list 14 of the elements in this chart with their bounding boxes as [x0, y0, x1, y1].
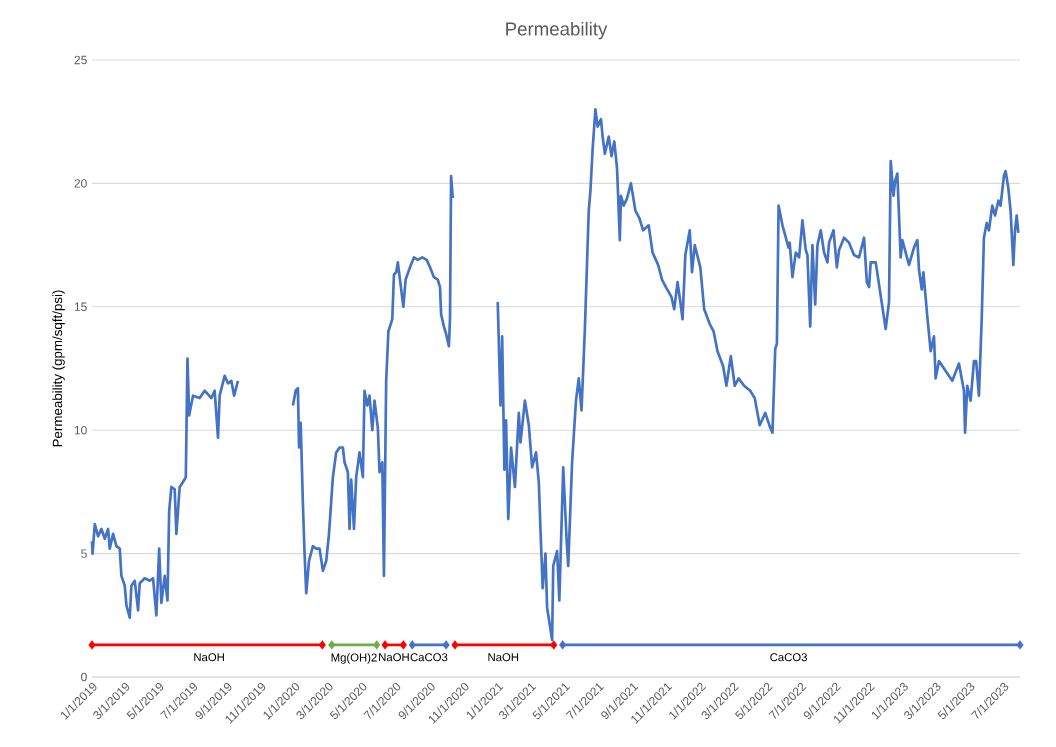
- y-axis-title: Permeability (gpm/sqft/psi): [52, 290, 65, 447]
- annotation: CaCO3: [410, 653, 448, 662]
- annotation: NaOH: [379, 653, 409, 662]
- annotation: Mg(OH)2: [331, 653, 377, 664]
- y-tick-label: 15: [74, 302, 87, 311]
- annotation: CaCO3: [770, 653, 807, 662]
- y-tick-label: 25: [74, 55, 87, 65]
- annotation: NaOH: [488, 653, 519, 662]
- chart-title: Permeability: [506, 21, 608, 40]
- y-tick-label: 5: [81, 549, 87, 558]
- y-tick-label: 10: [74, 425, 87, 435]
- y-tick-label: 0: [81, 672, 87, 682]
- y-tick-label: 20: [74, 179, 87, 188]
- annotation: NaOH: [194, 653, 224, 662]
